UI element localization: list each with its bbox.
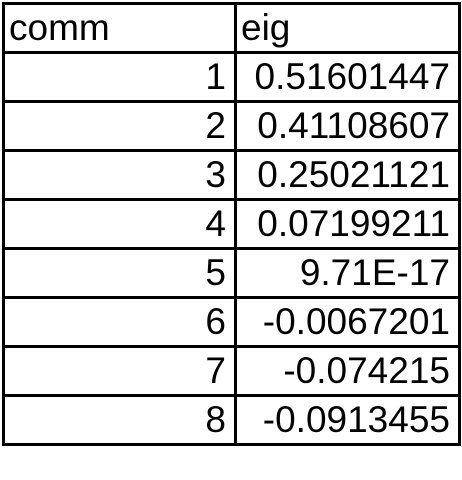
cell-comm[interactable]: 2 bbox=[2, 100, 237, 152]
table-row: 3 0.25021121 bbox=[2, 149, 461, 201]
table-body: comm eig 1 0.51601447 2 0.41108607 3 0.250211… bbox=[2, 2, 461, 446]
table-row: 4 0.07199211 bbox=[2, 198, 461, 250]
table-row: 5 9.71E-17 bbox=[2, 247, 461, 299]
cell-comm[interactable]: 4 bbox=[2, 198, 237, 250]
cell-comm[interactable]: 1 bbox=[2, 51, 237, 103]
table-row: 2 0.41108607 bbox=[2, 100, 461, 152]
cell-comm[interactable]: 5 bbox=[2, 247, 237, 299]
cell-comm[interactable]: 6 bbox=[2, 296, 237, 348]
header-cell-eig[interactable]: eig bbox=[234, 2, 461, 54]
table-row: 7 -0.074215 bbox=[2, 345, 461, 397]
header-cell-comm[interactable]: comm bbox=[2, 2, 237, 54]
cell-comm[interactable]: 3 bbox=[2, 149, 237, 201]
cell-eig[interactable]: -0.0913455 bbox=[234, 394, 461, 446]
cell-eig[interactable]: 0.25021121 bbox=[234, 149, 461, 201]
cell-eig[interactable]: 0.07199211 bbox=[234, 198, 461, 250]
table-row: 6 -0.0067201 bbox=[2, 296, 461, 348]
data-table: comm eig 1 0.51601447 2 0.41108607 3 0.250211… bbox=[2, 2, 461, 446]
cell-eig[interactable]: -0.074215 bbox=[234, 345, 461, 397]
cell-comm[interactable]: 7 bbox=[2, 345, 237, 397]
cell-comm[interactable]: 8 bbox=[2, 394, 237, 446]
header-row: comm eig bbox=[2, 2, 461, 54]
table-row: 8 -0.0913455 bbox=[2, 394, 461, 446]
cell-eig[interactable]: 9.71E-17 bbox=[234, 247, 461, 299]
cell-eig[interactable]: 0.41108607 bbox=[234, 100, 461, 152]
cell-eig[interactable]: -0.0067201 bbox=[234, 296, 461, 348]
table-row: 1 0.51601447 bbox=[2, 51, 461, 103]
cell-eig[interactable]: 0.51601447 bbox=[234, 51, 461, 103]
